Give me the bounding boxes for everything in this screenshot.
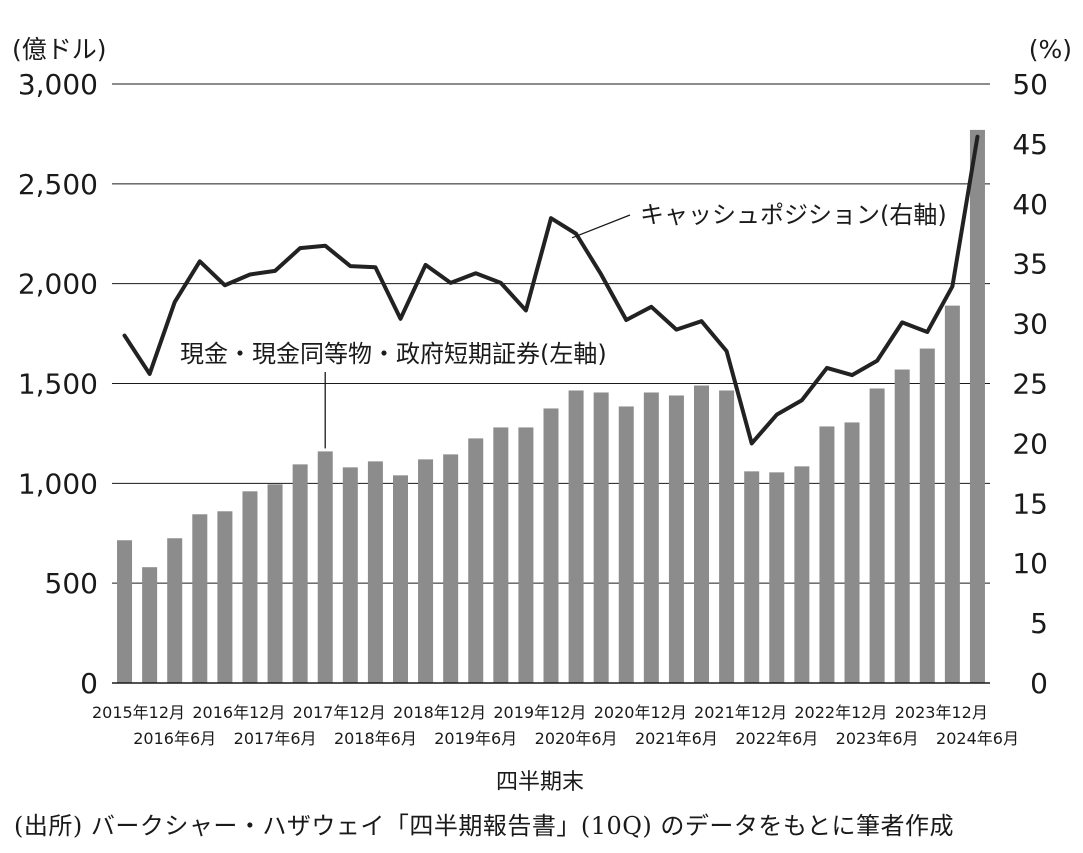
bar — [267, 484, 283, 683]
bar — [794, 466, 810, 683]
annotations: キャッシュポジション(右軸) 現金・現金同等物・政府短期証券(左軸) — [180, 201, 947, 449]
x-tick-label: 2023年12月 — [895, 703, 988, 722]
x-tick-label: 2020年6月 — [535, 729, 618, 748]
x-tick-label: 2019年12月 — [493, 703, 586, 722]
y-right-tick-label: 50 — [1012, 68, 1048, 101]
bar — [167, 538, 183, 683]
y-left-tick-label: 1,500 — [18, 368, 98, 401]
x-tick-label: 2020年12月 — [594, 703, 687, 722]
bar — [844, 422, 860, 683]
bar — [719, 390, 735, 683]
x-tick-label: 2019年6月 — [434, 729, 517, 748]
bar — [568, 390, 584, 683]
bar-series — [117, 129, 985, 684]
bar — [769, 472, 785, 683]
bar — [142, 567, 158, 683]
bar — [242, 491, 258, 683]
y-right-tick-label: 10 — [1012, 547, 1048, 580]
y-left-tick-label: 2,500 — [18, 168, 98, 201]
bar — [292, 464, 308, 683]
y-right-tick-label: 35 — [1012, 248, 1048, 281]
bar — [969, 129, 985, 684]
x-tick-label: 2016年12月 — [192, 703, 285, 722]
y-right-axis-label: (%) — [1029, 35, 1072, 64]
bar — [744, 471, 760, 683]
bar — [342, 467, 358, 683]
y-right-tick-label: 40 — [1012, 188, 1048, 221]
annotation-cash-holdings: 現金・現金同等物・政府短期証券(左軸) — [180, 340, 607, 368]
y-left-axis-label: (億ドル) — [12, 35, 107, 64]
annotation-leader-line-cash-position — [571, 214, 631, 239]
y-left-tick-label: 500 — [45, 567, 98, 600]
y-right-tick-labels: 0 5 10 15 20 25 30 35 40 45 50 — [1012, 68, 1048, 700]
x-tick-label: 2021年12月 — [694, 703, 787, 722]
x-axis-label: 四半期末 — [496, 770, 584, 795]
bar — [468, 438, 484, 683]
bar — [944, 305, 960, 683]
x-tick-label: 2022年12月 — [794, 703, 887, 722]
y-right-tick-label: 45 — [1012, 128, 1048, 161]
bar — [392, 475, 408, 683]
y-left-tick-label: 0 — [80, 667, 98, 700]
bar — [869, 388, 885, 683]
x-tick-label: 2017年12月 — [293, 703, 386, 722]
x-tick-label: 2022年6月 — [735, 729, 818, 748]
x-tick-label: 2018年6月 — [334, 729, 417, 748]
y-right-tick-label: 15 — [1012, 487, 1048, 520]
bar — [117, 540, 133, 683]
bar — [894, 369, 910, 683]
bar — [593, 392, 609, 683]
bar — [217, 511, 233, 683]
y-left-tick-label: 2,000 — [18, 268, 98, 301]
x-tick-label: 2017年6月 — [234, 729, 317, 748]
bar — [819, 426, 835, 683]
x-tick-label: 2024年6月 — [936, 729, 1019, 748]
bar — [694, 385, 710, 683]
bar — [543, 408, 559, 683]
bar — [618, 406, 634, 683]
bar — [443, 454, 459, 683]
x-tick-label: 2016年6月 — [133, 729, 216, 748]
x-tick-label: 2015年12月 — [92, 703, 185, 722]
annotation-cash-position: キャッシュポジション(右軸) — [640, 201, 947, 229]
y-left-tick-label: 3,000 — [18, 68, 98, 101]
line-series — [122, 134, 980, 446]
source-note: (出所) バークシャー・ハザウェイ「四半期報告書」(10Q) のデータをもとに筆… — [14, 812, 954, 840]
bar — [317, 451, 333, 683]
bar — [367, 461, 383, 683]
bar — [493, 427, 509, 683]
bar — [518, 427, 534, 683]
gridlines — [112, 83, 990, 584]
x-tick-labels: 2015年12月 2016年12月 2017年12月 2018年12月 2019年12月… — [92, 703, 1019, 748]
x-tick-label: 2021年6月 — [635, 729, 718, 748]
y-left-tick-labels: 0 500 1,000 1,500 2,000 2,500 3,000 — [18, 68, 98, 700]
bar — [643, 392, 659, 683]
y-left-tick-label: 1,000 — [18, 467, 98, 500]
y-right-tick-label: 25 — [1012, 368, 1048, 401]
y-right-tick-label: 0 — [1030, 667, 1048, 700]
bar — [418, 459, 434, 683]
y-right-tick-label: 5 — [1030, 607, 1048, 640]
y-right-tick-label: 20 — [1012, 427, 1048, 460]
bar — [192, 514, 208, 683]
bar — [668, 395, 684, 683]
x-tick-label: 2018年12月 — [393, 703, 486, 722]
y-right-tick-label: 30 — [1012, 308, 1048, 341]
bar — [919, 348, 935, 683]
x-tick-label: 2023年6月 — [836, 729, 919, 748]
